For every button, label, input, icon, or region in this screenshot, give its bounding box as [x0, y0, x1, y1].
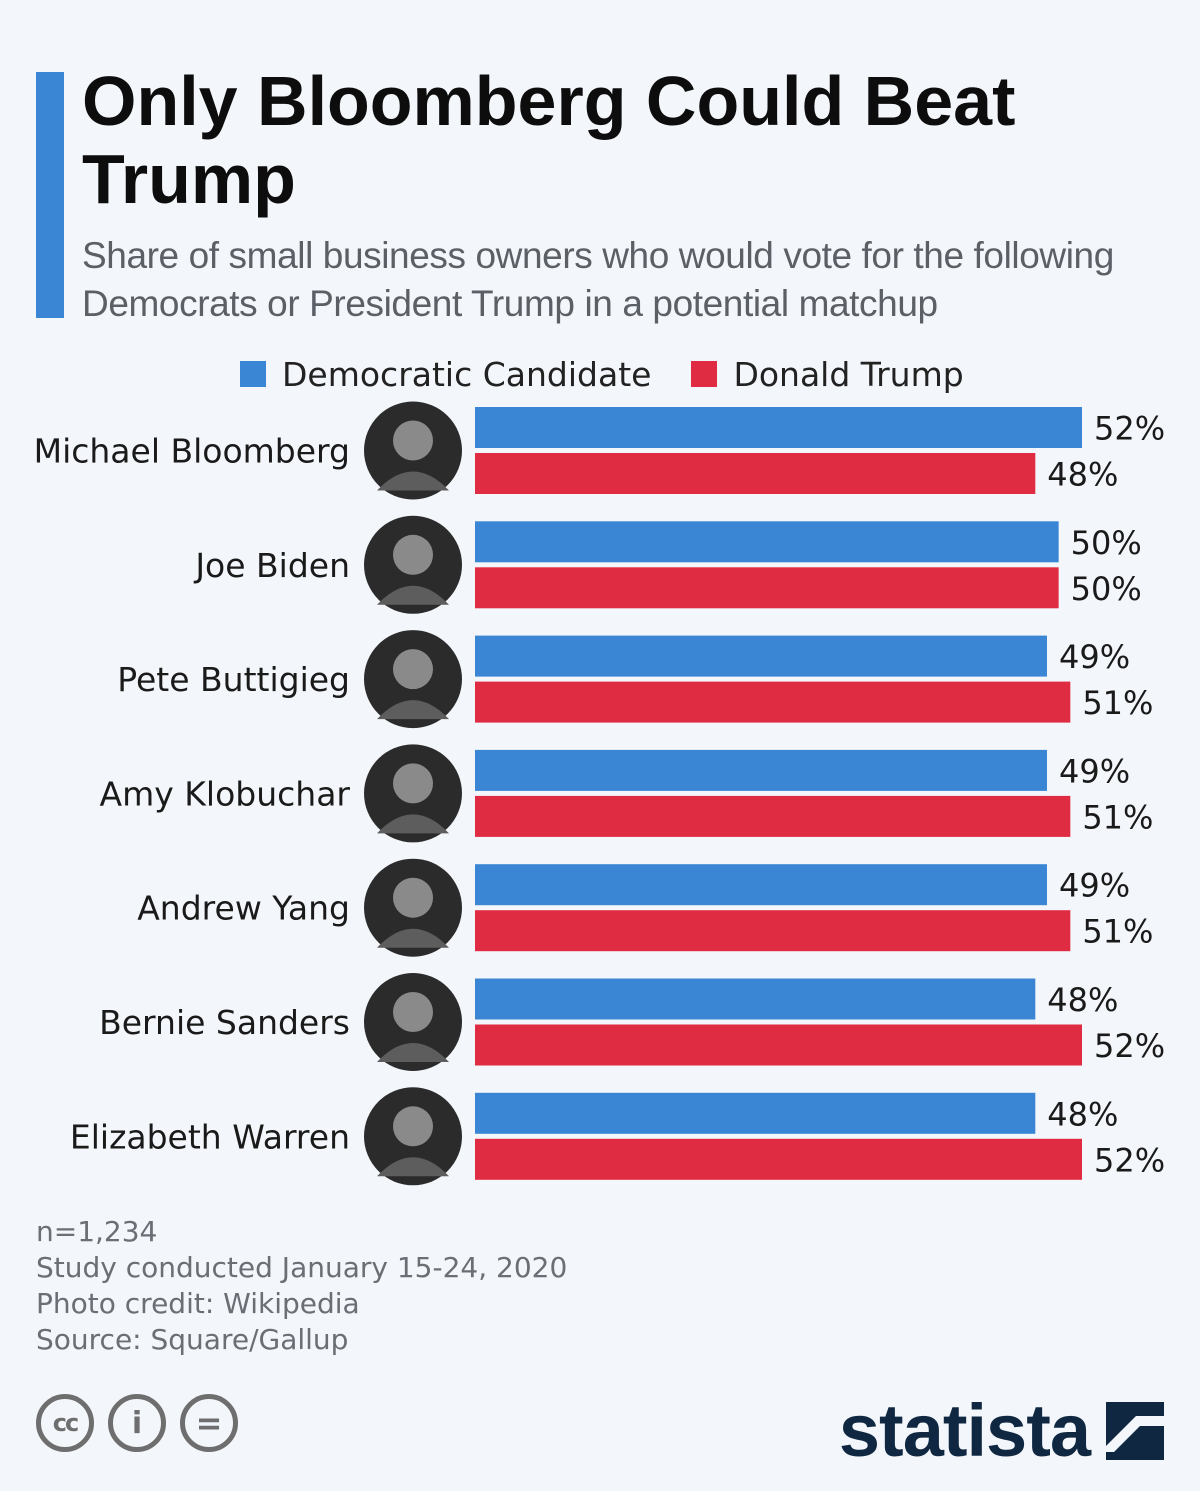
license-icons: cc i = [36, 1394, 252, 1452]
avatar-head-bernie-sanders [393, 992, 433, 1032]
legend: Democratic Candidate Donald Trump [240, 352, 1004, 396]
statista-mark-icon [1106, 1401, 1164, 1460]
value-label-democrat-bernie-sanders: 48% [1047, 981, 1118, 1019]
study-dates-note: Study conducted January 15-24, 2020 [36, 1251, 568, 1284]
bar-chart: Michael Bloomberg 52% 48% Joe Biden 50% 50% Pe… [34, 401, 1165, 1186]
value-label-trump-bernie-sanders: 52% [1094, 1027, 1165, 1065]
value-label-trump-elizabeth-warren: 52% [1094, 1141, 1165, 1179]
bar-trump-andrew-yang [475, 910, 1071, 952]
legend-item-democrat: Democratic Candidate [240, 355, 651, 394]
avatar-head-andrew-yang [393, 877, 433, 918]
avatar-head-amy-klobuchar [393, 763, 433, 804]
nd-icon[interactable]: = [180, 1394, 238, 1452]
avatar-body-michael-bloomberg [377, 471, 449, 491]
bar-trump-amy-klobuchar [475, 795, 1071, 837]
bar-democrat-elizabeth-warren [475, 1092, 1036, 1134]
bar-democrat-bernie-sanders [475, 978, 1036, 1020]
bar-trump-michael-bloomberg [475, 453, 1036, 494]
avatar-head-elizabeth-warren [393, 1106, 433, 1147]
avatar-head-pete-buttigieg [393, 649, 433, 690]
bar-trump-elizabeth-warren [475, 1138, 1082, 1180]
category-label-andrew-yang: Andrew Yang [137, 889, 350, 928]
avatar-body-amy-klobuchar [377, 814, 449, 834]
legend-swatch-trump [691, 361, 718, 387]
bar-democrat-joe-biden [475, 521, 1059, 563]
statista-logo[interactable]: statista [839, 1388, 1164, 1473]
category-label-elizabeth-warren: Elizabeth Warren [70, 1117, 350, 1156]
value-label-democrat-michael-bloomberg: 52% [1094, 410, 1165, 448]
bar-democrat-andrew-yang [475, 864, 1047, 906]
legend-label-democrat: Democratic Candidate [282, 354, 652, 394]
title-accent-bar [36, 72, 64, 318]
source-note: Source: Square/Gallup [36, 1323, 349, 1356]
avatar-body-pete-buttigieg [377, 700, 449, 720]
avatar-body-elizabeth-warren [377, 1157, 449, 1177]
bar-trump-bernie-sanders [475, 1024, 1082, 1066]
avatar-body-bernie-sanders [377, 1043, 449, 1062]
avatar-body-andrew-yang [377, 928, 449, 948]
value-label-trump-michael-bloomberg: 48% [1047, 456, 1118, 494]
value-label-democrat-joe-biden: 50% [1071, 524, 1142, 562]
category-label-michael-bloomberg: Michael Bloomberg [34, 432, 350, 471]
category-label-bernie-sanders: Bernie Sanders [99, 1003, 350, 1042]
bar-trump-pete-buttigieg [475, 681, 1071, 723]
avatar-head-michael-bloomberg [393, 420, 433, 461]
legend-item-trump: Donald Trump [691, 354, 964, 394]
category-label-joe-biden: Joe Biden [193, 546, 350, 585]
category-label-pete-buttigieg: Pete Buttigieg [117, 660, 350, 699]
footer-notes: n=1,234 Study conducted January 15-24, 2… [36, 1214, 567, 1358]
value-label-trump-andrew-yang: 51% [1082, 913, 1153, 951]
legend-swatch-democrat [240, 361, 266, 387]
statista-logo-text: statista [838, 1389, 1091, 1472]
bar-democrat-amy-klobuchar [475, 749, 1047, 791]
value-label-trump-amy-klobuchar: 51% [1082, 798, 1153, 836]
bar-democrat-michael-bloomberg [475, 407, 1082, 448]
value-label-trump-pete-buttigieg: 51% [1082, 684, 1153, 722]
by-icon[interactable]: i [108, 1394, 166, 1452]
avatar-body-joe-biden [377, 585, 449, 605]
sample-size-note: n=1,234 [36, 1215, 158, 1248]
chart-subtitle: Share of small business owners who would… [82, 235, 1114, 324]
bar-trump-joe-biden [475, 567, 1059, 609]
photo-credit-note: Photo credit: Wikipedia [36, 1287, 360, 1320]
avatar-head-joe-biden [393, 534, 433, 575]
cc-icon[interactable]: cc [36, 1394, 94, 1452]
value-label-trump-joe-biden: 50% [1071, 570, 1142, 608]
bar-democrat-pete-buttigieg [475, 635, 1047, 677]
value-label-democrat-elizabeth-warren: 48% [1047, 1095, 1118, 1133]
value-label-democrat-amy-klobuchar: 49% [1059, 752, 1130, 790]
category-label-amy-klobuchar: Amy Klobuchar [100, 774, 351, 813]
value-label-democrat-pete-buttigieg: 49% [1059, 638, 1130, 676]
value-label-democrat-andrew-yang: 49% [1059, 867, 1130, 905]
legend-label-trump: Donald Trump [733, 354, 964, 394]
chart-title: Only Bloomberg Could Beat Trump [82, 62, 1016, 218]
